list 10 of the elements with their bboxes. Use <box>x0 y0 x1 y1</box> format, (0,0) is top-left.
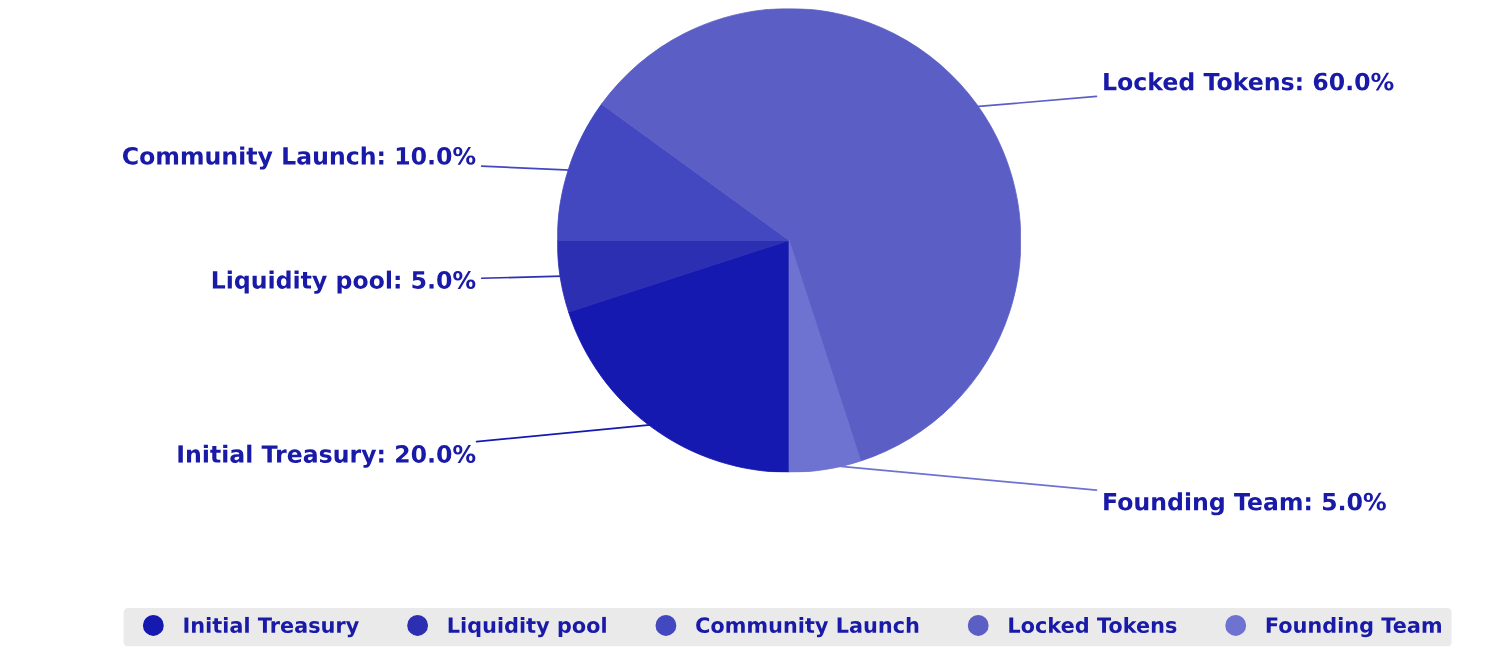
data-label: Liquidity pool: 5.0% <box>212 270 476 294</box>
data-label: Founding Team: 5.0% <box>1104 492 1386 516</box>
legend-label: Community Launch <box>696 616 919 638</box>
data-label: Initial Treasury: 20.0% <box>178 444 476 468</box>
legend-label: Founding Team <box>1266 616 1441 638</box>
legend-label: Liquidity pool <box>448 616 606 638</box>
legend-label: Locked Tokens <box>1009 616 1177 634</box>
data-label: Community Launch: 10.0% <box>122 146 476 170</box>
legend-label: Initial Treasury <box>184 616 359 638</box>
data-label: Locked Tokens: 60.0% <box>1104 72 1394 91</box>
